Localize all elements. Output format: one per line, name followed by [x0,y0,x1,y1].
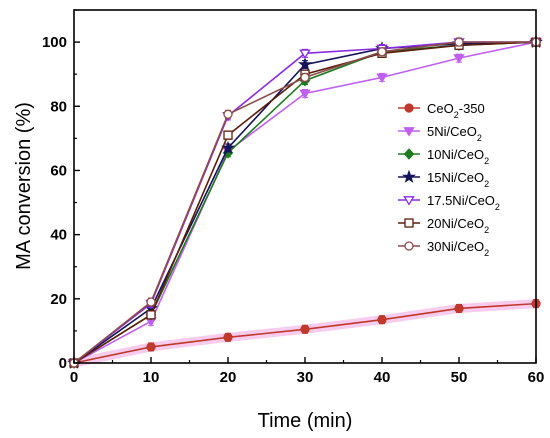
legend-label: 17.5Ni/CeO2 [427,193,500,212]
legend-marker [404,218,414,228]
series-CeO2-350 [69,298,541,368]
x-tick-label: 0 [70,369,78,386]
legend-marker [402,169,416,183]
legend-item: 20Ni/CeO2 [398,216,489,235]
data-point [146,342,156,352]
legend-marker [403,148,415,160]
data-point [223,109,233,119]
legend-marker [403,127,415,137]
data-point [454,37,464,47]
x-axis-label: Time (min) [258,410,353,432]
x-tick-label: 10 [143,369,160,386]
axes: 0 10 20 30 40 50 60 0 20 40 60 80 100 [42,9,545,386]
data-point [146,310,156,320]
y-tick-label: 80 [50,98,67,115]
y-tick-label: 60 [50,162,67,179]
data-point [454,303,464,314]
legend-label: 10Ni/CeO2 [427,147,489,166]
data-point [300,72,310,83]
y-tick-label: 40 [50,227,67,244]
legend-item: CeO2-350 [398,101,485,120]
data-point [298,57,312,71]
data-point [300,324,310,334]
x-tick-label: 20 [220,369,237,386]
plot-area [67,34,543,369]
legend-label: 15Ni/CeO2 [427,170,489,189]
legend-label: 20Ni/CeO2 [427,216,489,235]
y-tick-label: 20 [50,291,67,308]
data-point [146,297,156,307]
x-tick-label: 30 [297,369,314,386]
x-tick-label: 40 [374,369,391,386]
data-point [377,47,387,57]
legend-label: 5Ni/CeO2 [427,124,482,143]
data-point [223,332,233,342]
legend-label: 30Ni/CeO2 [427,239,489,258]
legend-marker [404,241,414,251]
legend-item: 17.5Ni/CeO2 [398,193,500,212]
data-point [223,130,233,140]
legend-item: 15Ni/CeO2 [398,169,489,189]
data-point [377,315,387,325]
y-tick-label: 100 [42,34,67,51]
legend-item: 5Ni/CeO2 [398,124,482,143]
legend-label: CeO2-350 [427,101,485,120]
data-point [299,89,311,100]
legend: CeO2-350 5Ni/CeO2 10Ni/CeO2 15Ni/CeO2 17.5Ni… [398,101,500,258]
legend-item: 10Ni/CeO2 [398,147,489,166]
x-tick-label: 60 [528,369,545,386]
x-tick-label: 50 [451,369,468,386]
legend-marker [404,103,414,113]
data-point [299,49,311,59]
legend-marker [403,196,415,206]
legend-item: 30Ni/CeO2 [398,239,489,258]
y-tick-label: 0 [59,355,67,372]
data-point [453,54,465,64]
data-point [221,140,235,154]
y-axis-label: MA conversion (%) [13,102,35,270]
data-point [376,73,388,84]
